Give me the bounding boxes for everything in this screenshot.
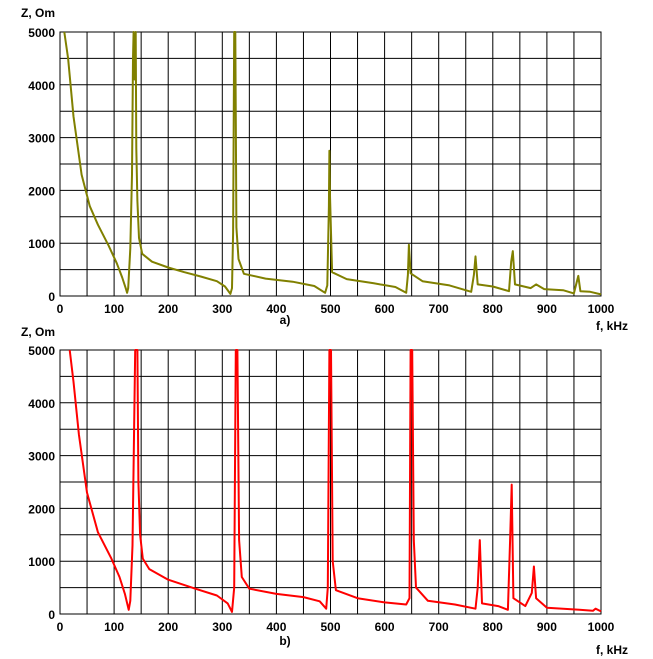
y-tick-label: 5000 xyxy=(28,26,55,40)
x-tick-label: 200 xyxy=(158,302,178,316)
x-tick-label: 300 xyxy=(212,620,232,634)
impedance-series-line xyxy=(63,31,602,296)
y-axis-label: Z, Om xyxy=(21,6,55,20)
y-axis-label: Z, Om xyxy=(21,325,55,339)
x-axis-label: f, kHz xyxy=(596,643,628,657)
x-tick-label: 800 xyxy=(483,302,503,316)
y-tick-label: 1000 xyxy=(28,555,55,569)
x-tick-label: 1000 xyxy=(588,302,615,316)
x-tick-label: 900 xyxy=(537,302,557,316)
x-tick-label: 700 xyxy=(429,302,449,316)
impedance-series-line xyxy=(68,349,602,613)
y-tick-label: 3000 xyxy=(28,132,55,146)
y-tick-label: 2000 xyxy=(28,502,55,516)
y-tick-label: 3000 xyxy=(28,450,55,464)
y-tick-label: 4000 xyxy=(28,397,55,411)
y-tick-label: 0 xyxy=(48,290,55,304)
x-tick-label: 0 xyxy=(57,620,64,634)
x-tick-label: 500 xyxy=(320,620,340,634)
y-tick-label: 5000 xyxy=(28,344,55,358)
x-axis-label: f, kHz xyxy=(596,319,628,333)
chart-a: 0 100 200 300 400 500 600 700 800 900 1000 0 1000 200… xyxy=(21,6,628,333)
x-tick-label: 600 xyxy=(375,302,395,316)
y-tick-label: 1000 xyxy=(28,237,55,251)
x-tick-label: 0 xyxy=(57,302,64,316)
x-tick-label: 100 xyxy=(104,620,124,634)
x-tick-label: 800 xyxy=(483,620,503,634)
x-tick-label: 400 xyxy=(266,302,286,316)
x-tick-label: 700 xyxy=(429,620,449,634)
x-tick-label: 400 xyxy=(266,620,286,634)
chart-b: 0 100 200 300 400 500 600 700 800 900 1000 0 1000 200… xyxy=(21,325,628,657)
y-tick-label: 4000 xyxy=(28,79,55,93)
x-tick-label: 900 xyxy=(537,620,557,634)
chart-caption: b) xyxy=(279,634,290,648)
y-tick-label: 0 xyxy=(48,608,55,622)
x-tick-label: 300 xyxy=(212,302,232,316)
x-tick-label: 500 xyxy=(320,302,340,316)
chart-caption: a) xyxy=(280,313,291,327)
x-tick-label: 600 xyxy=(375,620,395,634)
y-tick-label: 2000 xyxy=(28,184,55,198)
x-tick-label: 1000 xyxy=(588,620,615,634)
x-tick-label: 200 xyxy=(158,620,178,634)
x-tick-label: 100 xyxy=(104,302,124,316)
